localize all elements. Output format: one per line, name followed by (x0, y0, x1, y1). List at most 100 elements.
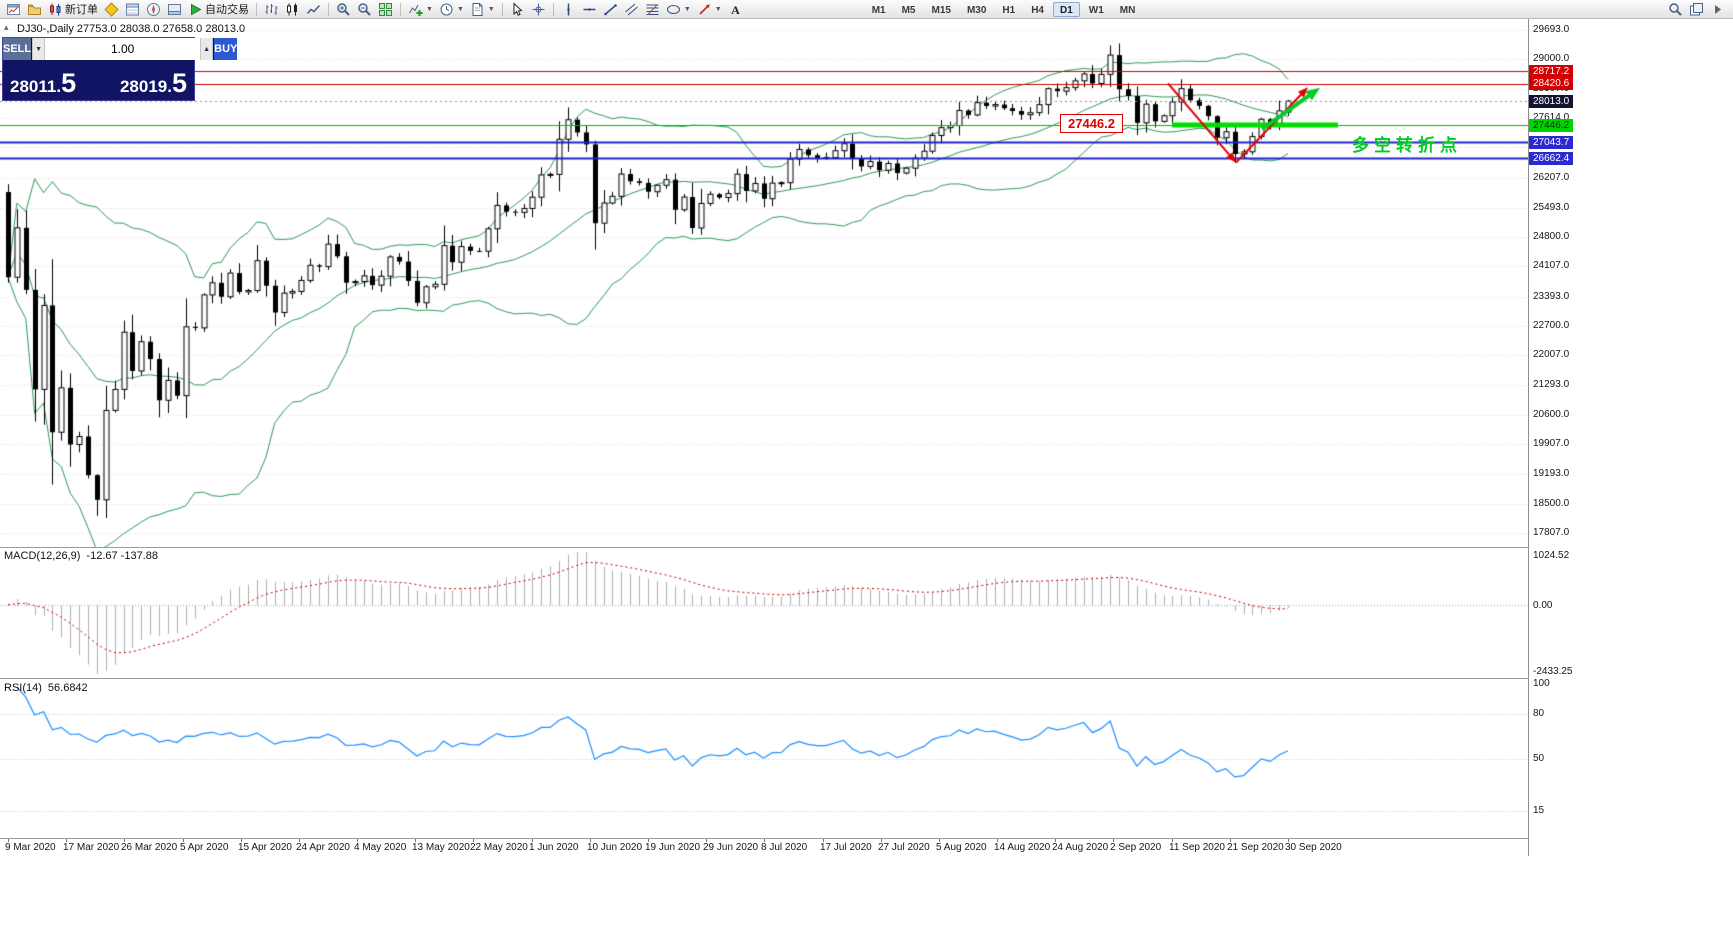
toolbar-separator (400, 2, 401, 16)
navigator-icon[interactable] (144, 1, 163, 18)
chart-window-icon[interactable] (4, 1, 23, 18)
timeframe-button-d1[interactable]: D1 (1053, 1, 1080, 17)
new-order-button[interactable]: 新订单 (46, 1, 100, 18)
buy-price-main: 28019. (119, 77, 172, 96)
buy-price[interactable]: 28019.5 (119, 70, 187, 97)
sell-price-main: 28011. (10, 77, 62, 96)
zoom-in-icon[interactable] (334, 1, 353, 18)
date-axis-label: 27 Jul 2020 (878, 842, 930, 853)
collapse-trade-panel-icon[interactable]: ▴ (4, 22, 9, 32)
toolbar-separator (552, 2, 554, 16)
rsi-value: 56.6842 (47, 682, 88, 694)
fibonacci-icon[interactable] (643, 1, 662, 18)
crosshair-icon[interactable] (529, 1, 548, 18)
profiles-icon[interactable] (25, 1, 44, 18)
autotrading-button[interactable]: 自动交易 (186, 1, 251, 18)
periods-icon[interactable]: ▼ (437, 1, 466, 18)
date-axis-tick (764, 839, 765, 842)
cursor-icon[interactable] (508, 1, 527, 18)
timeframe-button-m5[interactable]: M5 (901, 4, 916, 16)
market-watch-icon[interactable] (123, 1, 142, 18)
date-axis-label: 5 Apr 2020 (180, 842, 229, 853)
turning-point-annotation[interactable]: 多空转折点 (1352, 136, 1462, 155)
cascade-windows-icon[interactable] (1687, 1, 1706, 18)
terminal-icon[interactable] (165, 1, 184, 18)
toolbar-overflow-icon[interactable] (1708, 1, 1727, 18)
tile-windows-icon[interactable] (376, 1, 395, 18)
vertical-line-icon[interactable] (559, 1, 578, 18)
mql5-icon[interactable] (102, 1, 121, 18)
timeframe-button-m1[interactable]: M1 (871, 4, 886, 16)
dropdown-arrow-icon[interactable]: ▼ (456, 5, 464, 13)
price-scale-label: 27614.0 (1533, 111, 1570, 123)
date-axis-tick (1113, 839, 1114, 842)
timeframe-button-w1[interactable]: W1 (1088, 4, 1104, 16)
date-axis-label: 29 Jun 2020 (703, 842, 759, 853)
symbol-ohlc-label: DJ30-,Daily 27753.0 28038.0 27658.0 2801… (17, 23, 246, 35)
date-axis-label: 9 Mar 2020 (5, 842, 56, 853)
macd-scale-label: 0.00 (1533, 599, 1553, 611)
timeframe-button-mn[interactable]: MN (1119, 4, 1136, 16)
autotrading-button-label: 自动交易 (205, 4, 249, 16)
volume-increase-icon[interactable]: ▲ (200, 38, 214, 60)
date-axis-label: 15 Apr 2020 (238, 842, 292, 853)
price-scale-axis[interactable]: 29693.029000.028307.027614.026921.026207… (1528, 19, 1733, 856)
channel-icon[interactable] (622, 1, 641, 18)
dropdown-arrow-icon[interactable]: ▼ (487, 5, 495, 13)
new-order-button-label: 新订单 (65, 4, 98, 16)
date-axis-label: 2 Sep 2020 (1110, 842, 1162, 853)
rsi-indicator-label: RSI(14) 56.6842 (4, 682, 94, 694)
price-level-label: 28717.2 (1529, 64, 1574, 78)
dropdown-arrow-icon[interactable]: ▼ (714, 5, 722, 13)
date-axis-tick (1230, 839, 1231, 842)
candlestick-icon[interactable] (283, 1, 302, 18)
date-axis-tick (415, 839, 416, 842)
sell-button[interactable]: SELL (3, 38, 33, 60)
rsi-title: RSI(14) (4, 682, 42, 694)
date-axis-label: 17 Jul 2020 (820, 842, 872, 853)
volume-input[interactable] (45, 38, 201, 60)
indicators-icon[interactable]: ▼ (406, 1, 435, 18)
timeframe-button-m30[interactable]: M30 (966, 4, 987, 16)
toolbar-right-group (1665, 1, 1728, 18)
volume-decrease-icon[interactable]: ▼ (32, 38, 46, 60)
bar-chart-icon[interactable] (262, 1, 281, 18)
arrows-icon[interactable]: ▼ (695, 1, 724, 18)
date-axis-tick (823, 839, 824, 842)
dropdown-arrow-icon[interactable]: ▼ (683, 5, 691, 13)
date-axis-tick (8, 839, 9, 842)
rsi-panel-canvas[interactable] (0, 679, 1528, 838)
price-scale-label: 29693.0 (1533, 24, 1570, 35)
templates-icon[interactable]: ▼ (468, 1, 497, 18)
sell-price[interactable]: 28011.5 (10, 70, 76, 97)
panel-separator[interactable] (0, 547, 1733, 548)
date-axis-label: 14 Aug 2020 (994, 842, 1051, 853)
date-axis[interactable]: 9 Mar 2020 17 Mar 2020 26 Mar 2020 5 Apr 20… (0, 839, 1528, 856)
dropdown-arrow-icon[interactable]: ▼ (426, 5, 433, 13)
shapes-icon[interactable]: ▼ (664, 1, 693, 18)
price-scale-label: 21293.0 (1533, 379, 1570, 391)
line-chart-icon[interactable] (304, 1, 323, 18)
price-scale-label: 22007.0 (1533, 349, 1570, 361)
buy-price-big-digit: 5 (171, 68, 187, 98)
volume-field[interactable]: ▼ ▲ (32, 38, 214, 60)
timeframe-button-h4[interactable]: H4 (1031, 4, 1044, 16)
zoom-out-icon[interactable] (355, 1, 374, 18)
price-annotation-label[interactable]: 27446.2 (1060, 114, 1123, 133)
buy-button[interactable]: BUY (213, 38, 238, 60)
main-chart-canvas[interactable] (0, 19, 1528, 547)
price-scale-label: 20600.0 (1533, 408, 1570, 420)
date-axis-tick (241, 839, 242, 842)
price-level-label: 28420.6 (1529, 77, 1574, 91)
text-icon[interactable]: A (726, 1, 745, 18)
date-axis-tick (124, 839, 125, 842)
timeframe-button-h1[interactable]: H1 (1002, 4, 1016, 16)
panel-separator[interactable] (0, 678, 1733, 679)
macd-panel-canvas[interactable] (0, 548, 1528, 678)
search-icon[interactable] (1666, 1, 1685, 18)
timeframe-button-m15[interactable]: M15 (931, 4, 951, 16)
horizontal-line-icon[interactable] (580, 1, 599, 18)
trendline-icon[interactable] (601, 1, 620, 18)
toolbar-left-group: 新订单 自动交易 ▼ ▼ ▼ ▼ ▼ A (3, 1, 746, 18)
date-axis-label: 19 Jun 2020 (645, 842, 701, 853)
